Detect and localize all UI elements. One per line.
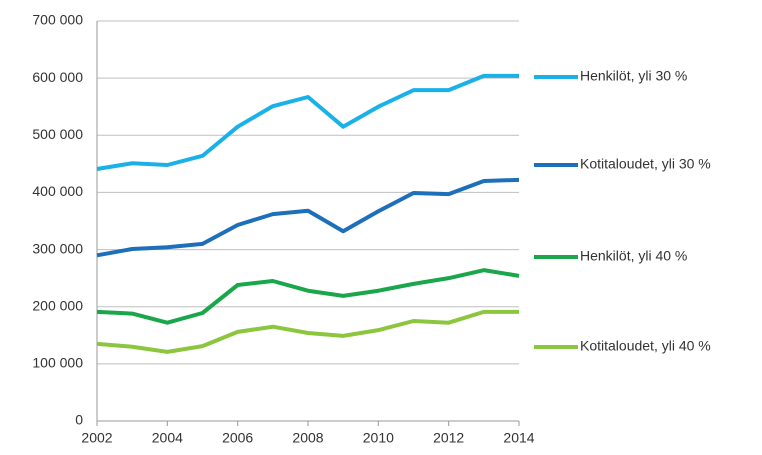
x-tick-label: 2014: [503, 430, 534, 446]
y-tick-label: 500 000: [32, 126, 83, 142]
x-tick-label: 2012: [433, 430, 464, 446]
legend-label: Kotitaloudet, yli 40 %: [580, 338, 711, 354]
series-line: [96, 309, 519, 354]
series-line: [96, 177, 520, 258]
x-tick-label: 2010: [363, 430, 394, 446]
legend-label: Henkilöt, yli 30 %: [580, 68, 687, 84]
series-line: [96, 268, 520, 325]
x-tick-label: 2004: [152, 430, 183, 446]
y-tick-label: 100 000: [32, 355, 83, 371]
x-tick-label: 2002: [81, 430, 112, 446]
legend-label: Henkilöt, yli 40 %: [580, 248, 687, 264]
y-tick-label: 400 000: [32, 183, 83, 199]
y-tick-label: 200 000: [32, 297, 83, 313]
y-tick-label: 0: [75, 412, 83, 428]
x-tick-label: 2008: [292, 430, 323, 446]
legend-label: Kotitaloudet, yli 30 %: [580, 156, 711, 172]
y-tick-label: 700 000: [32, 12, 83, 28]
series-line: [96, 73, 519, 171]
y-tick-label: 600 000: [32, 69, 83, 85]
y-tick-label: 300 000: [32, 240, 83, 256]
x-tick-label: 2006: [222, 430, 253, 446]
